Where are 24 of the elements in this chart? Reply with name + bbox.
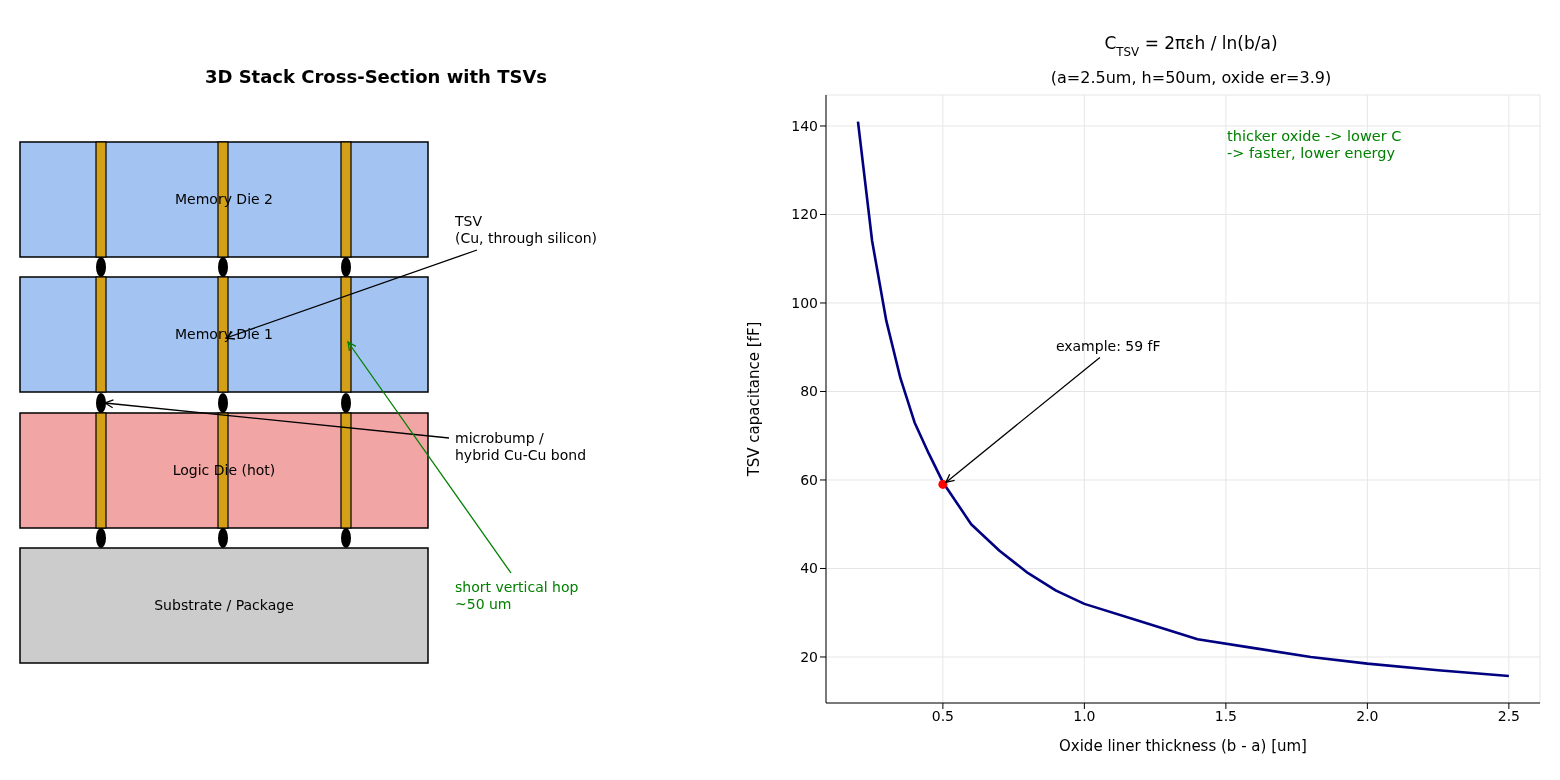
text: microbump / hybrid Cu-Cu bond [455, 430, 587, 463]
text: short vertical hop ~50 um [455, 579, 579, 612]
x-tick-label: 1.0 [1073, 707, 1096, 724]
line-series [856, 120, 1511, 678]
text: TSV (Cu, through silicon) [454, 213, 598, 246]
x-axis-title: Oxide liner thickness (b - a) [um] [1059, 737, 1307, 755]
annotation: example: 59 fF [1055, 338, 1161, 355]
y-tick-label: 20 [800, 648, 818, 665]
x-tick-label: 0.5 [931, 707, 955, 724]
y-tick-label: 140 [791, 117, 818, 134]
y-tick-label: 120 [791, 206, 818, 223]
y-tick-label: 80 [800, 383, 818, 400]
text: Substrate / Package [154, 597, 294, 613]
x-tick-label: 2.0 [1356, 707, 1379, 724]
x-tick-label: 2.5 [1497, 707, 1520, 724]
chart-subtitle: (a=2.5um, h=50um, oxide er=3.9) [1050, 68, 1332, 87]
y-tick-label: 100 [791, 294, 818, 311]
chart-title: C$_{TSV}$ = 2πεh / ln(b/a) [1104, 33, 1278, 59]
y-tick-label: 40 [800, 560, 818, 577]
annotation: thicker oxide -> lower C -> faster, lower energy [1227, 128, 1402, 161]
text: 3D Stack Cross-Section with TSVs [204, 66, 548, 87]
y-tick-label: 60 [800, 471, 818, 488]
y-axis-title: TSV capacitance [fF] [745, 321, 764, 478]
x-tick-label: 1.5 [1214, 707, 1238, 724]
